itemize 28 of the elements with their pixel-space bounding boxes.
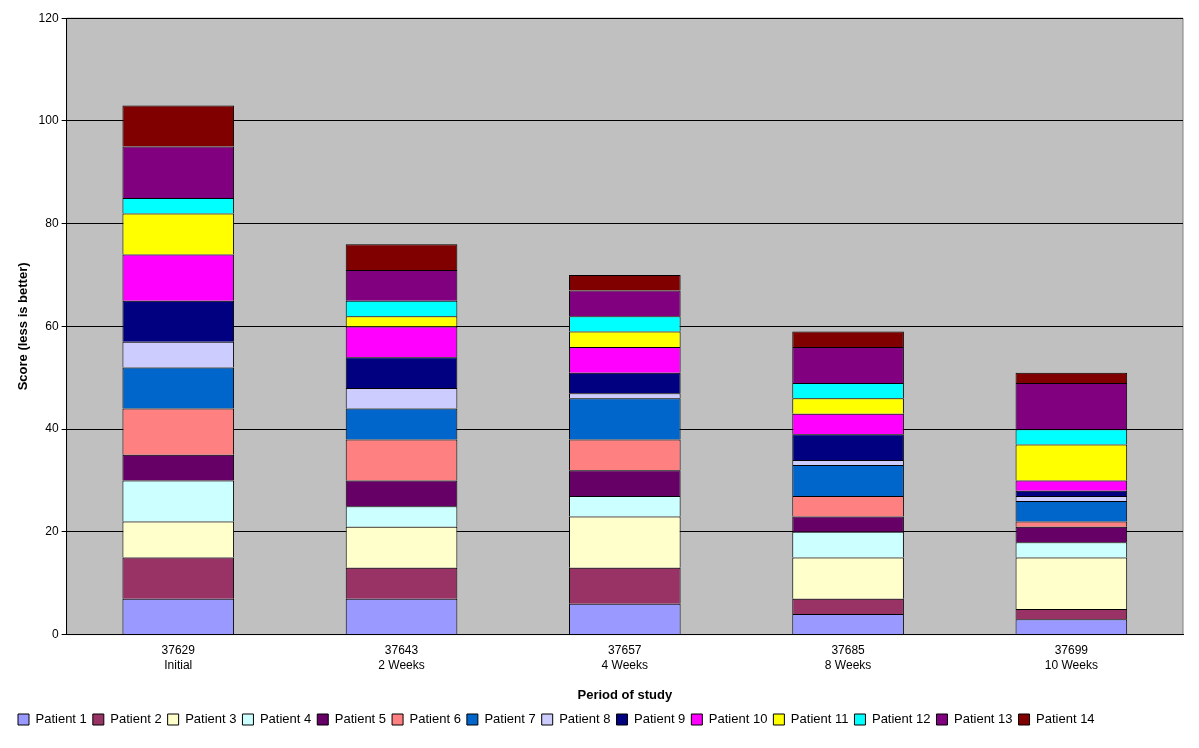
legend-label: Patient 12 xyxy=(871,711,931,727)
legend-label: Patient 14 xyxy=(1036,711,1095,727)
legend-label: Patient 1 xyxy=(35,711,87,727)
y-tick-label: 120 xyxy=(38,10,59,25)
legend-label: Patient 3 xyxy=(185,711,237,727)
legend-label: Patient 9 xyxy=(634,711,686,727)
legend-label: Patient 11 xyxy=(790,711,849,727)
y-tick-label: 0 xyxy=(51,626,59,641)
x-tick-label: 37629 Initial xyxy=(161,643,196,672)
legend-label: Patient 8 xyxy=(559,711,611,727)
x-tick-label: 37685 8 Weeks xyxy=(824,643,872,672)
y-tick-label: 80 xyxy=(45,215,59,230)
legend-label: Patient 4 xyxy=(259,711,312,727)
x-tick-label: 37699 10 Weeks xyxy=(1044,643,1098,672)
y-tick-label: 60 xyxy=(45,318,59,333)
legend-label: Patient 10 xyxy=(708,711,768,727)
legend-label: Patient 2 xyxy=(110,711,162,727)
x-tick-label: 37643 2 Weeks xyxy=(378,643,425,672)
x-tick-label: 37657 4 Weeks xyxy=(601,643,649,672)
legend-label: Patient 7 xyxy=(484,711,536,727)
y-tick-label: 20 xyxy=(45,524,59,539)
y-axis-title: Score (less is better) xyxy=(15,262,31,391)
legend-label: Patient 6 xyxy=(409,711,461,727)
legend-label: Patient 13 xyxy=(954,711,1013,727)
y-tick-label: 40 xyxy=(45,421,59,436)
x-axis-title: Period of study xyxy=(577,686,673,702)
y-tick-label: 100 xyxy=(38,113,59,128)
legend-label: Patient 5 xyxy=(334,711,387,727)
